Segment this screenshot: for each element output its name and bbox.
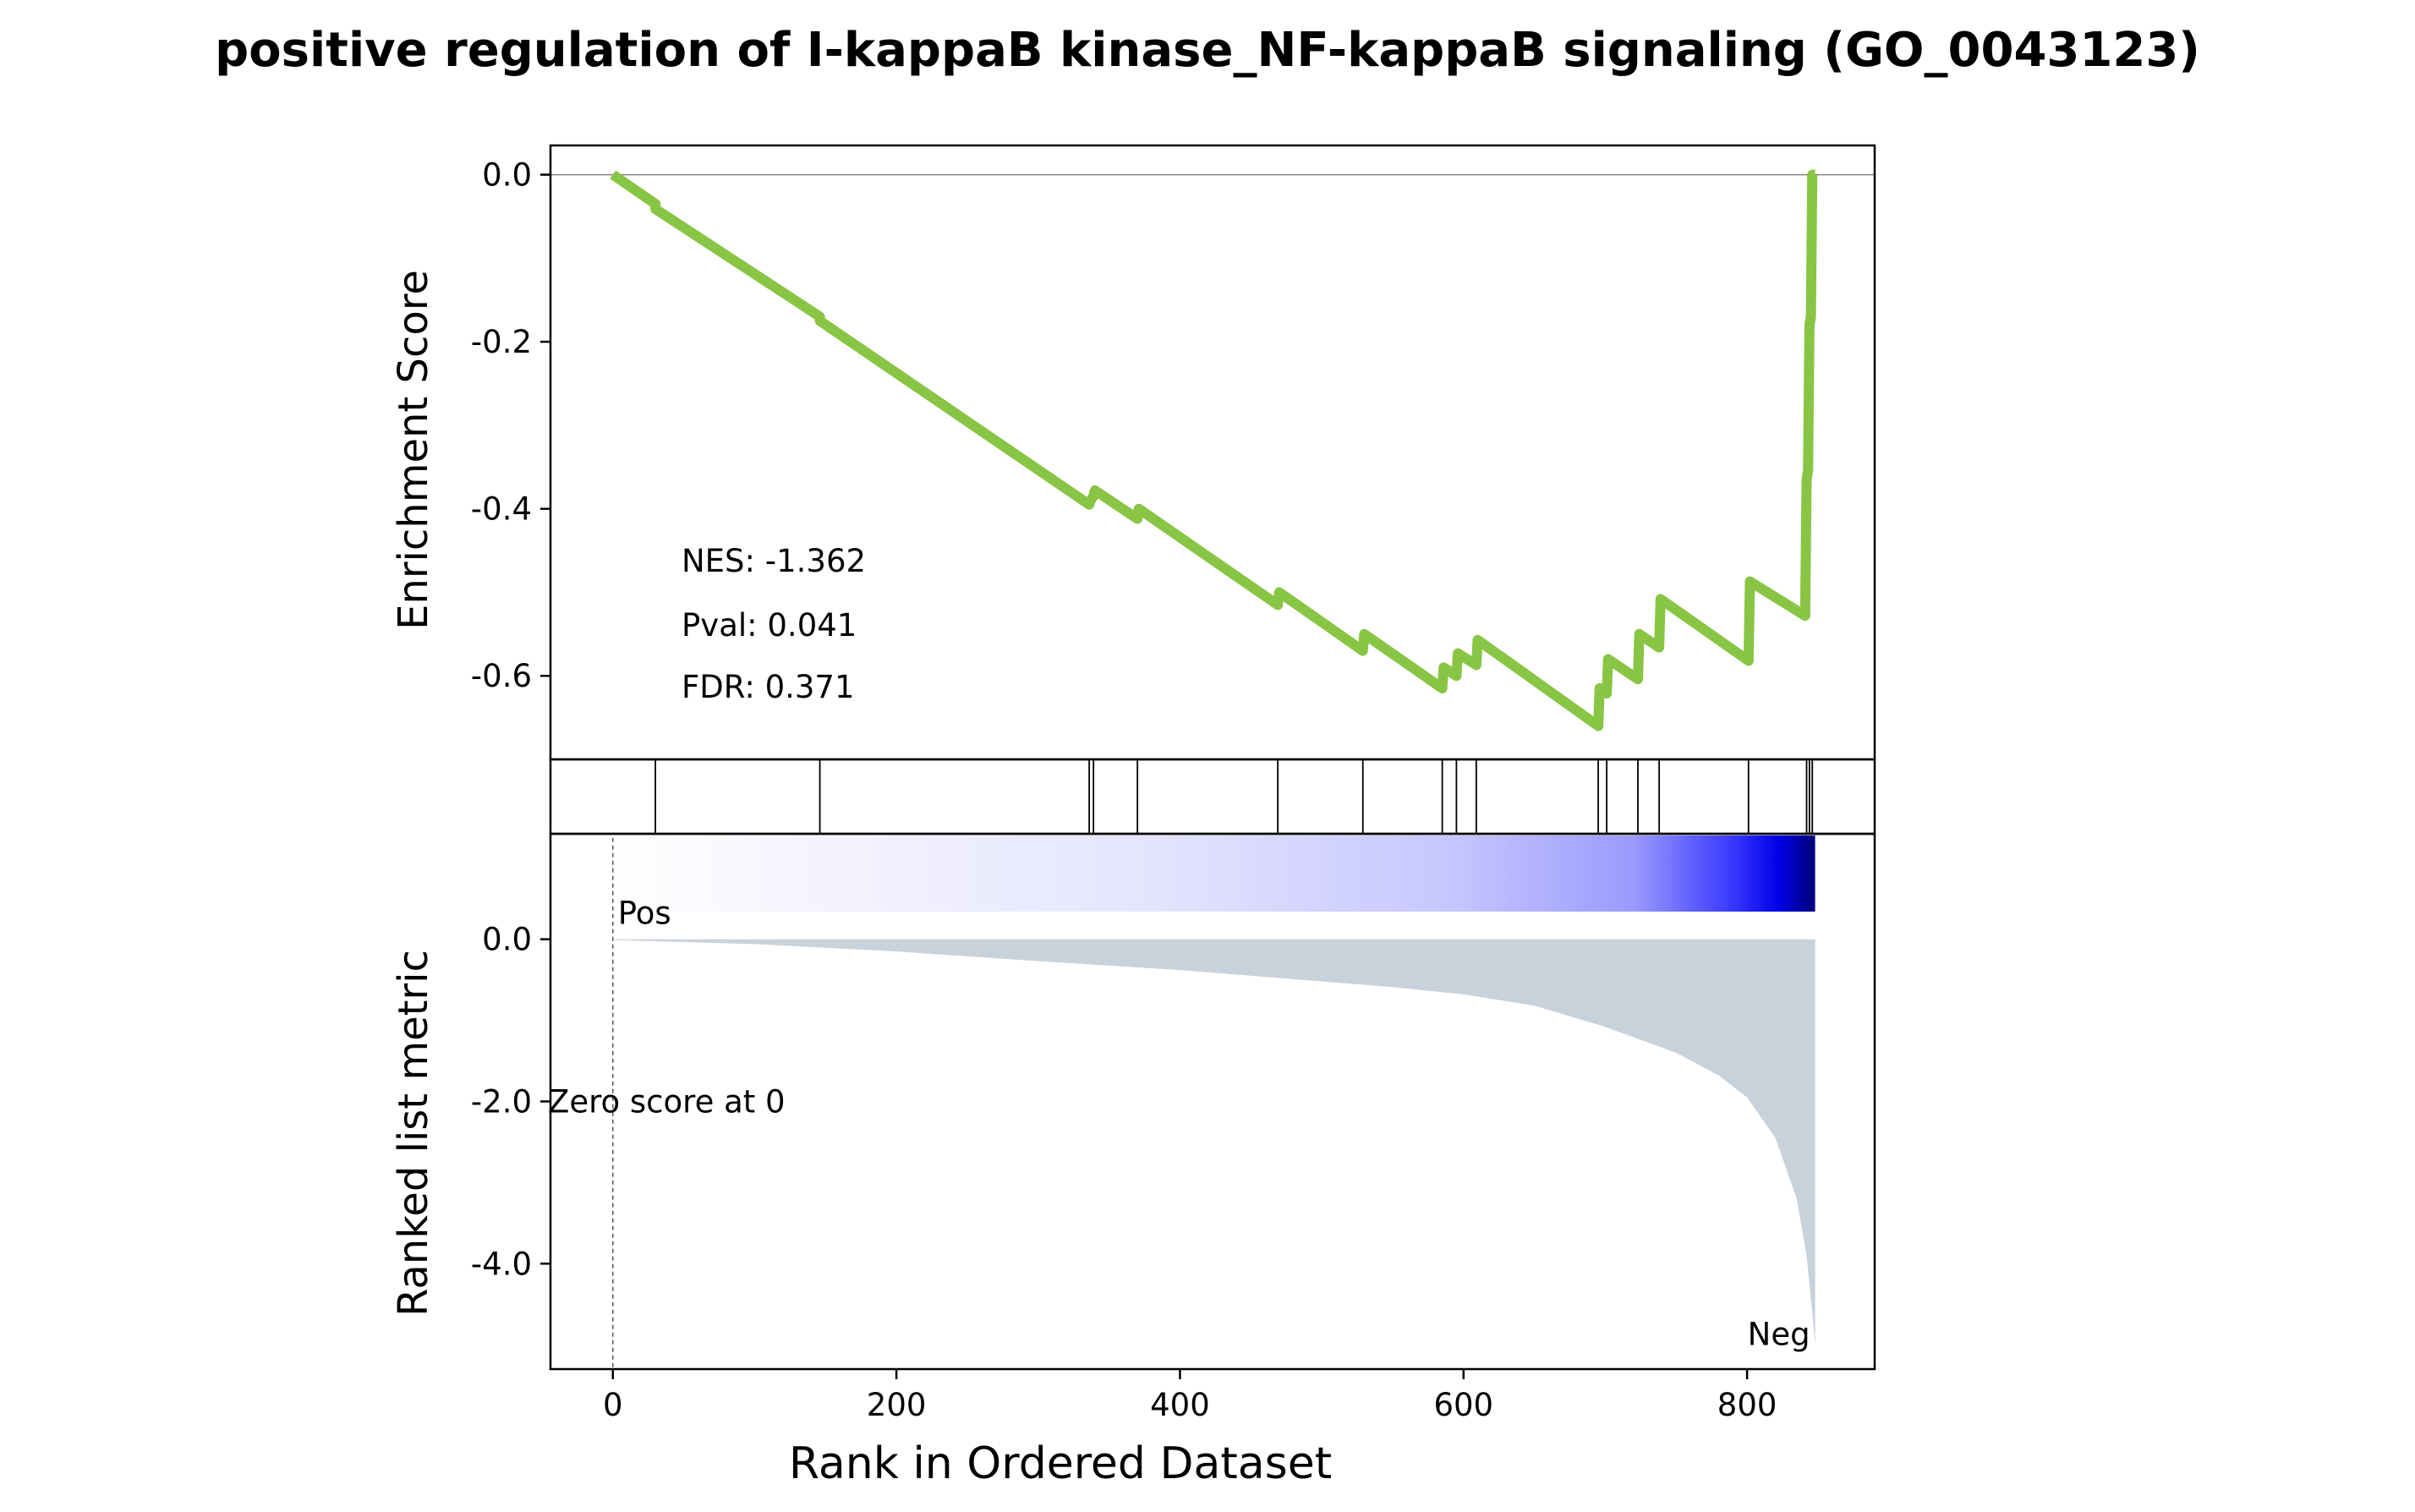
pval-annotation: Pval: 0.041 [682,607,857,644]
ranked-metric-area [612,939,1815,1345]
enrichment-y-tick-label: -0.6 [471,658,532,694]
hits-panel [549,758,1876,835]
enrichment-y-axis-label: Enrichment Score [390,270,437,630]
hit-lines [654,759,1814,834]
x-axis-ticks: 0 200 400 600 800 [603,1369,1777,1423]
ranked-metric-y-ticks: 0.0 -2.0 -4.0 [471,922,550,1282]
enrichment-panel-frame [549,144,1876,761]
x-tick-label: 400 [1150,1387,1210,1423]
enrichment-y-tick-label: 0.0 [482,157,532,194]
neg-label: Neg [1748,1317,1810,1353]
ranked-metric-y-tick-label: -4.0 [471,1246,532,1282]
ranked-metric-y-tick-label: 0.0 [482,922,532,958]
enrichment-score-line [610,169,1818,731]
zero-score-label: Zero score at 0 [548,1084,786,1120]
chart-title: positive regulation of I-kappaB kinase_N… [215,23,2200,78]
hits-panel-frame [549,758,1876,835]
x-axis-label: Rank in Ordered Dataset [789,1438,1332,1489]
nes-annotation: NES: -1.362 [682,543,866,579]
x-tick-label: 800 [1717,1387,1777,1423]
ranked-metric-y-axis-label: Ranked list metric [390,950,437,1317]
enrichment-y-ticks: 0.0 -0.2 -0.4 -0.6 [471,157,550,694]
x-tick-label: 0 [603,1387,623,1423]
enrichment-panel: 0.0-0.2-0.4-0.6 NES: -1.362 Pval: 0.041 … [390,144,1876,761]
fdr-annotation: FDR: 0.371 [682,669,855,705]
ranked-metric-y-tick-label: -2.0 [471,1084,532,1120]
enrichment-y-tick-label: -0.2 [471,324,532,360]
ranked-metric-panel-frame [549,832,1876,1371]
rank-colorbar [612,835,1815,912]
x-tick-label: 600 [1433,1387,1493,1423]
pos-label: Pos [618,896,671,932]
x-tick-label: 200 [867,1387,927,1423]
enrichment-y-tick-label: -0.4 [471,491,532,528]
ranked-metric-panel: 0.0 -2.0 -4.0 Pos Neg Zero score at 0 Rank… [390,832,1876,1371]
